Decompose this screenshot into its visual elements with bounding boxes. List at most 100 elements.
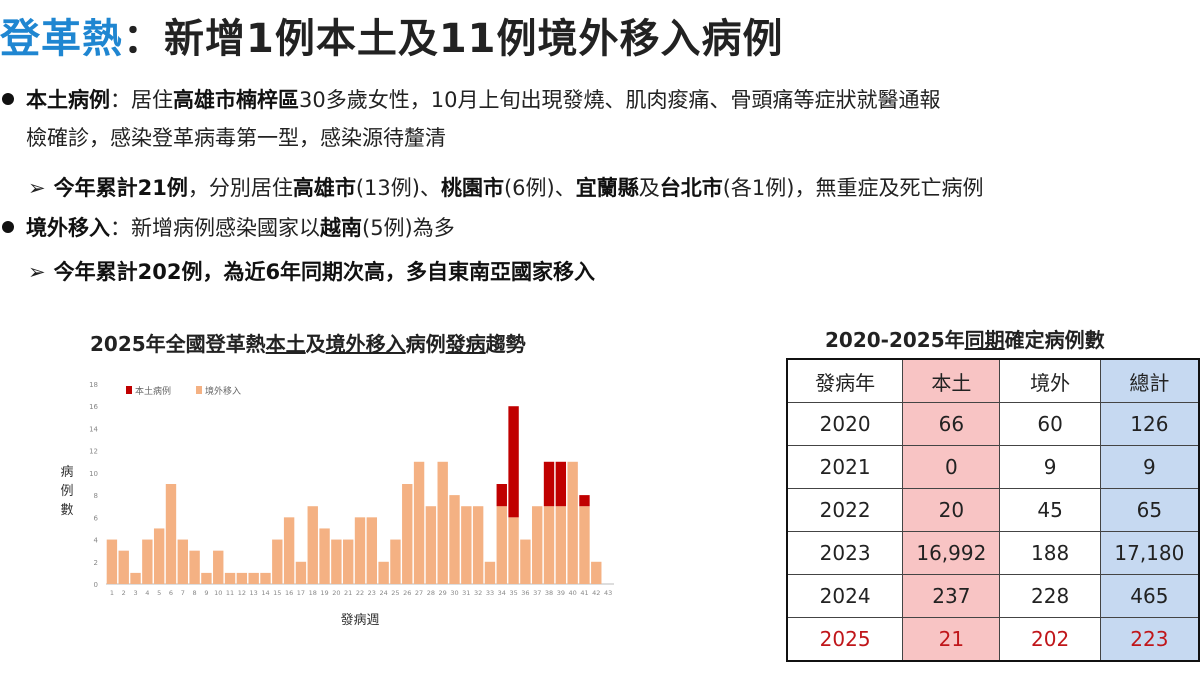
bar-imported: [213, 550, 224, 584]
x-tick-label: 13: [250, 589, 258, 597]
x-tick-label: 43: [604, 589, 612, 597]
table-cell: 66: [902, 402, 1001, 446]
y-tick-label: 18: [89, 381, 98, 389]
bar-imported: [307, 506, 318, 584]
header-cell: 境外: [999, 358, 1101, 403]
bar-imported: [319, 528, 330, 584]
x-tick-label: 3: [133, 589, 137, 597]
x-tick-label: 41: [580, 589, 588, 597]
bar-local: [579, 495, 590, 507]
bullet-dot-icon: [2, 221, 14, 233]
y-tick-label: 4: [94, 537, 99, 545]
y-tick-label: 8: [94, 492, 98, 500]
bar-imported: [366, 517, 378, 584]
table-cell: 45: [999, 488, 1101, 532]
subbullet-local-total: ➢ 今年累計21例，分別居住高雄市(13例)、桃園市(6例)、宜蘭縣及台北市(各1…: [26, 172, 983, 202]
bar-local: [496, 484, 507, 507]
bar-imported: [118, 550, 129, 584]
table-cell: 16,992: [902, 531, 1001, 575]
x-tick-label: 9: [204, 589, 208, 597]
y-tick-label: 14: [89, 425, 98, 433]
bar-imported: [295, 561, 307, 584]
y-tick-label: 6: [94, 514, 99, 522]
x-tick-label: 31: [462, 589, 470, 597]
bullet-text: 30多歲女性，10月上旬出現發燒、肌肉痠痛、骨頭痛等症狀就醫通報: [299, 88, 941, 112]
legend-swatch: [196, 386, 202, 394]
x-tick-label: 15: [273, 589, 281, 597]
bar-imported: [543, 506, 555, 584]
bullet-label: 本土病例: [26, 88, 110, 112]
subbullet-imported-total: ➢ 今年累計202例，為近6年同期次高，多自東南亞國家移入: [26, 256, 595, 286]
x-tick-label: 32: [474, 589, 482, 597]
table-cell: 20: [902, 488, 1001, 532]
x-axis-label: 發病週: [340, 613, 379, 628]
sub-bold: 今年累計21例: [53, 176, 188, 200]
bullet-local: 本土病例：居住高雄市楠梓區30多歲女性，10月上旬出現發燒、肌肉痠痛、骨頭痛等症…: [0, 84, 940, 114]
bar-imported: [272, 539, 283, 584]
table-cell: 126: [1099, 402, 1200, 446]
bullet-bold: 高雄市楠梓區: [173, 88, 299, 112]
bullet-dot-icon: [2, 93, 14, 105]
header-cell: 總計: [1099, 358, 1200, 403]
y-tick-label: 12: [89, 448, 98, 456]
bar-imported: [260, 572, 271, 584]
table-cell: 202: [999, 617, 1101, 662]
table-cell: 65: [1099, 488, 1200, 532]
table-cell: 228: [999, 574, 1101, 618]
bar-imported: [496, 506, 507, 584]
table-cell: 9: [999, 445, 1101, 489]
table-row: 2022 20 45 65: [786, 488, 1200, 532]
bar-imported: [106, 539, 118, 584]
bar-imported: [402, 484, 413, 584]
bar-imported: [248, 572, 259, 584]
x-tick-label: 16: [285, 589, 293, 597]
bullet-text: ：新增病例感染國家以: [110, 216, 320, 240]
bar-imported: [142, 539, 153, 584]
legend-label: 境外移入: [205, 385, 241, 397]
bar-imported: [520, 539, 531, 584]
x-tick-label: 27: [415, 589, 423, 597]
sub-city: 宜蘭縣: [575, 176, 639, 200]
x-tick-label: 18: [309, 589, 317, 597]
bullet-text: (5例)為多: [362, 216, 455, 240]
x-tick-label: 36: [521, 589, 529, 597]
x-tick-label: 6: [169, 589, 173, 597]
bullet-label: 境外移入: [26, 216, 110, 240]
y-axis-label: 病: [60, 465, 73, 480]
table-cell: 0: [902, 445, 1001, 489]
x-tick-label: 8: [193, 589, 197, 597]
bar-imported: [153, 528, 165, 584]
x-tick-label: 25: [391, 589, 399, 597]
bar-imported: [484, 561, 496, 584]
table-cell: 223: [1099, 617, 1200, 662]
bar-imported: [283, 517, 295, 584]
table-row: 2025 21 202 223: [786, 617, 1200, 662]
x-tick-label: 37: [533, 589, 541, 597]
bar-imported: [354, 517, 366, 584]
arrow-right-icon: ➢: [28, 260, 46, 284]
bullet-imported: 境外移入：新增病例感染國家以越南(5例)為多: [0, 212, 455, 242]
x-tick-label: 4: [145, 589, 149, 597]
y-tick-label: 10: [89, 470, 98, 478]
table-title: 2020-2025年同期確定病例數: [825, 328, 1105, 352]
sub-city: 台北市: [659, 176, 723, 200]
title-rest: ：新增1例本土及11例境外移入病例: [123, 16, 784, 62]
bar-imported: [579, 506, 590, 584]
bar-imported: [508, 517, 519, 584]
legend-label: 本土病例: [135, 385, 171, 397]
x-tick-label: 33: [486, 589, 494, 597]
x-tick-label: 12: [238, 589, 246, 597]
chart-title: 2025年全國登革熱本土及境外移入病例發病趨勢: [90, 332, 526, 356]
table-cell: 17,180: [1099, 531, 1200, 575]
x-tick-label: 7: [181, 589, 185, 597]
table-row: 2023 16,992 188 17,180: [786, 531, 1200, 575]
x-tick-label: 34: [498, 589, 506, 597]
bullet-text: ：居住: [110, 88, 173, 112]
bar-imported: [449, 495, 460, 584]
bar-imported: [567, 461, 578, 584]
bar-local: [555, 461, 567, 507]
x-tick-label: 30: [450, 589, 458, 597]
x-tick-label: 23: [368, 589, 376, 597]
y-axis-label: 數: [60, 503, 73, 518]
